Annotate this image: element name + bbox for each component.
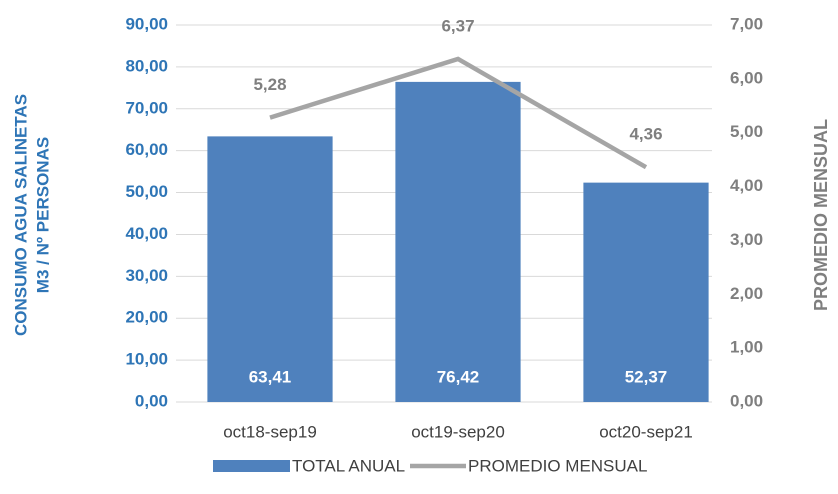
y-tick-label: 60,00 [125,140,168,159]
y2-tick-label: 6,00 [730,68,763,87]
y-tick-label: 80,00 [125,56,168,75]
line [269,56,648,170]
y2-tick-label: 5,00 [730,122,763,141]
y-tick-label: 90,00 [125,14,168,33]
legend-label: TOTAL ANUAL [292,456,405,475]
y2-tick-label: 4,00 [730,176,763,195]
data-label: 5,28 [253,75,286,94]
y-tick-label: 40,00 [125,224,168,243]
y2-tick-label: 0,00 [730,391,763,410]
y2-axis-label: PROMEDIO MENSUAL [811,119,831,311]
x-tick-label: oct18-sep19 [223,422,317,441]
y2-tick-label: 7,00 [730,14,763,33]
y2-tick-label: 3,00 [730,230,763,249]
x-tick-label: oct19-sep20 [411,422,505,441]
legend-label: PROMEDIO MENSUAL [468,456,647,475]
data-label: 76,42 [437,367,480,386]
legend-swatch [213,460,290,472]
bar [395,81,521,403]
y-tick-label: 70,00 [125,98,168,117]
bar [207,136,333,402]
y2-tick-label: 2,00 [730,284,763,303]
y2-tick-label: 1,00 [730,338,763,357]
data-label: 63,41 [249,367,292,386]
y-tick-label: 30,00 [125,266,168,285]
y-tick-label: 0,00 [135,391,168,410]
y-axis-label: CONSUMO AGUA SALINETAS [11,94,30,336]
bar [583,182,709,402]
data-label: 52,37 [625,367,668,386]
data-label: 6,37 [441,16,474,35]
y-tick-label: 50,00 [125,182,168,201]
y-axis-label: M3 / Nº PERSONAS [33,137,52,293]
data-label: 4,36 [629,125,662,144]
y-tick-label: 20,00 [125,308,168,327]
x-tick-label: oct20-sep21 [599,422,693,441]
y-tick-label: 10,00 [125,350,168,369]
